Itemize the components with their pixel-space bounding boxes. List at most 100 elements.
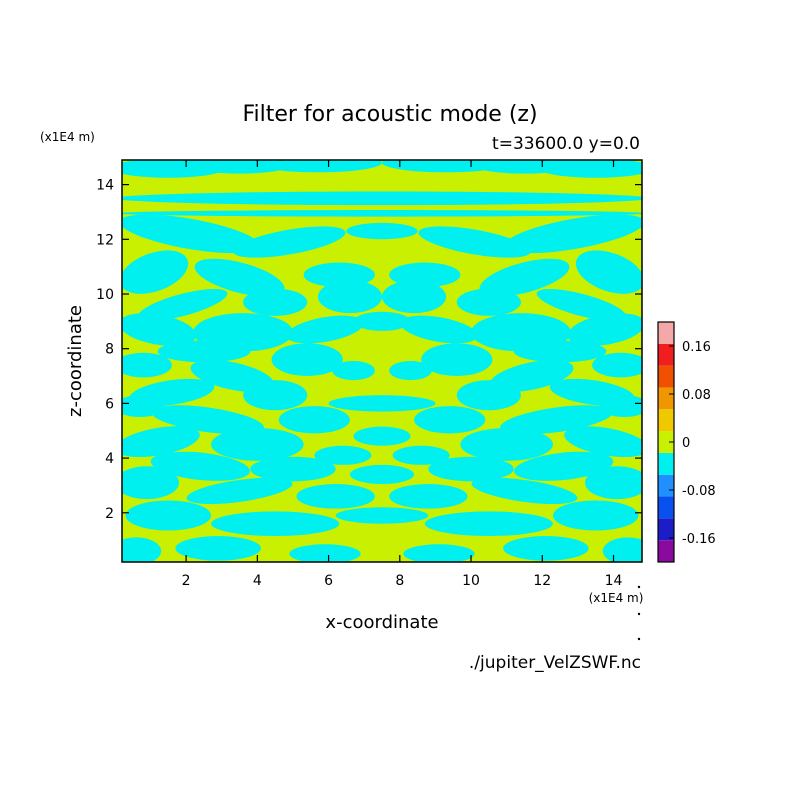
negative-region	[157, 340, 251, 363]
colorbar-tick-label: 0.08	[682, 388, 711, 403]
chart-subtitle: t=33600.0 y=0.0	[492, 134, 640, 154]
x-tick-label: 12	[533, 573, 551, 589]
x-axis-unit: (x1E4 m)	[589, 591, 644, 605]
contour-field	[122, 160, 642, 562]
negative-region	[504, 214, 642, 254]
negative-region	[211, 511, 340, 537]
negative-region	[286, 315, 364, 344]
negative-region	[194, 258, 285, 297]
negative-region	[186, 477, 293, 505]
colorbar-swatch	[658, 409, 674, 432]
x-tick-label: 14	[605, 573, 623, 589]
negative-region	[296, 484, 375, 509]
negative-region	[125, 500, 212, 531]
negative-region	[389, 361, 432, 381]
colorbar-swatch	[658, 431, 674, 453]
colorbar-tick-label: -0.08	[682, 484, 716, 499]
negative-region	[122, 426, 200, 458]
chart-title: Filter for acoustic mode (z)	[242, 102, 537, 127]
negative-region	[250, 456, 336, 482]
negative-region	[175, 536, 261, 561]
negative-region	[418, 226, 531, 258]
negative-region	[122, 214, 260, 254]
negative-region	[567, 313, 642, 346]
negative-region	[479, 258, 570, 297]
negative-region	[335, 507, 429, 524]
colorbar-swatch	[658, 474, 674, 497]
negative-region	[403, 544, 475, 562]
negative-region	[536, 288, 627, 321]
negative-region	[122, 537, 162, 562]
negative-region	[428, 456, 514, 482]
negative-region	[278, 406, 350, 434]
negative-region	[382, 280, 447, 314]
negative-region	[211, 428, 304, 461]
negative-region	[233, 226, 346, 258]
negative-region	[460, 428, 553, 461]
negative-region	[137, 288, 228, 321]
y-axis-unit: (x1E4 m)	[40, 130, 95, 144]
negative-region	[122, 352, 172, 378]
negative-region	[592, 352, 642, 378]
x-tick-label: 6	[324, 573, 333, 589]
marker-dot	[637, 612, 641, 616]
negative-region	[564, 426, 642, 458]
negative-region	[503, 536, 589, 561]
negative-region	[382, 160, 511, 173]
negative-region	[353, 426, 411, 446]
y-tick-label: 14	[96, 178, 114, 194]
negative-region	[243, 288, 308, 316]
y-tick-label: 10	[96, 287, 114, 303]
negative-region	[353, 311, 411, 331]
colorbar-swatch	[658, 322, 674, 344]
x-tick-label: 10	[462, 573, 480, 589]
negative-region	[253, 160, 382, 173]
negative-region	[471, 477, 578, 505]
marker-dot	[637, 637, 641, 641]
negative-region	[150, 451, 250, 481]
negative-region	[389, 484, 468, 509]
y-tick-label: 6	[105, 396, 114, 412]
colorbar-swatch	[658, 540, 674, 562]
negative-region	[500, 405, 613, 435]
y-tick-label: 2	[105, 506, 114, 522]
negative-region	[424, 511, 553, 537]
negative-region	[332, 361, 375, 381]
negative-region	[122, 313, 197, 346]
negative-region	[513, 340, 607, 363]
negative-region	[514, 451, 614, 481]
x-axis-label: x-coordinate	[325, 612, 438, 633]
negative-region	[151, 405, 264, 435]
negative-region	[414, 406, 486, 434]
negative-region	[346, 222, 418, 240]
y-axis-label: z-coordinate	[65, 305, 86, 417]
negative-region	[122, 210, 642, 217]
colorbar-swatch	[658, 343, 674, 366]
y-tick-label: 4	[105, 451, 114, 467]
colorbar-swatch	[658, 496, 674, 519]
negative-region	[349, 464, 415, 485]
negative-region	[392, 445, 450, 465]
negative-region	[602, 537, 642, 562]
y-tick-label: 8	[105, 342, 114, 358]
negative-region	[456, 288, 521, 316]
negative-region	[328, 395, 436, 412]
negative-region	[552, 500, 639, 531]
negative-region	[421, 343, 493, 377]
colorbar: 0.16 0.08 0 -0.08 -0.16	[657, 321, 716, 563]
colorbar-tick-label: 0	[682, 436, 690, 451]
y-tick-label: 12	[96, 232, 114, 248]
negative-region	[456, 380, 521, 411]
colorbar-swatch	[658, 365, 674, 388]
negative-region	[317, 280, 382, 314]
negative-region	[122, 250, 189, 294]
x-tick-label: 8	[395, 573, 404, 589]
negative-region	[314, 445, 372, 465]
colorbar-swatch	[658, 387, 674, 410]
negative-region	[271, 343, 343, 377]
marker-dot	[637, 585, 641, 589]
colorbar-tick-label: -0.16	[682, 532, 716, 547]
negative-region	[289, 544, 361, 562]
colorbar-tick-label: 0.16	[682, 340, 711, 355]
